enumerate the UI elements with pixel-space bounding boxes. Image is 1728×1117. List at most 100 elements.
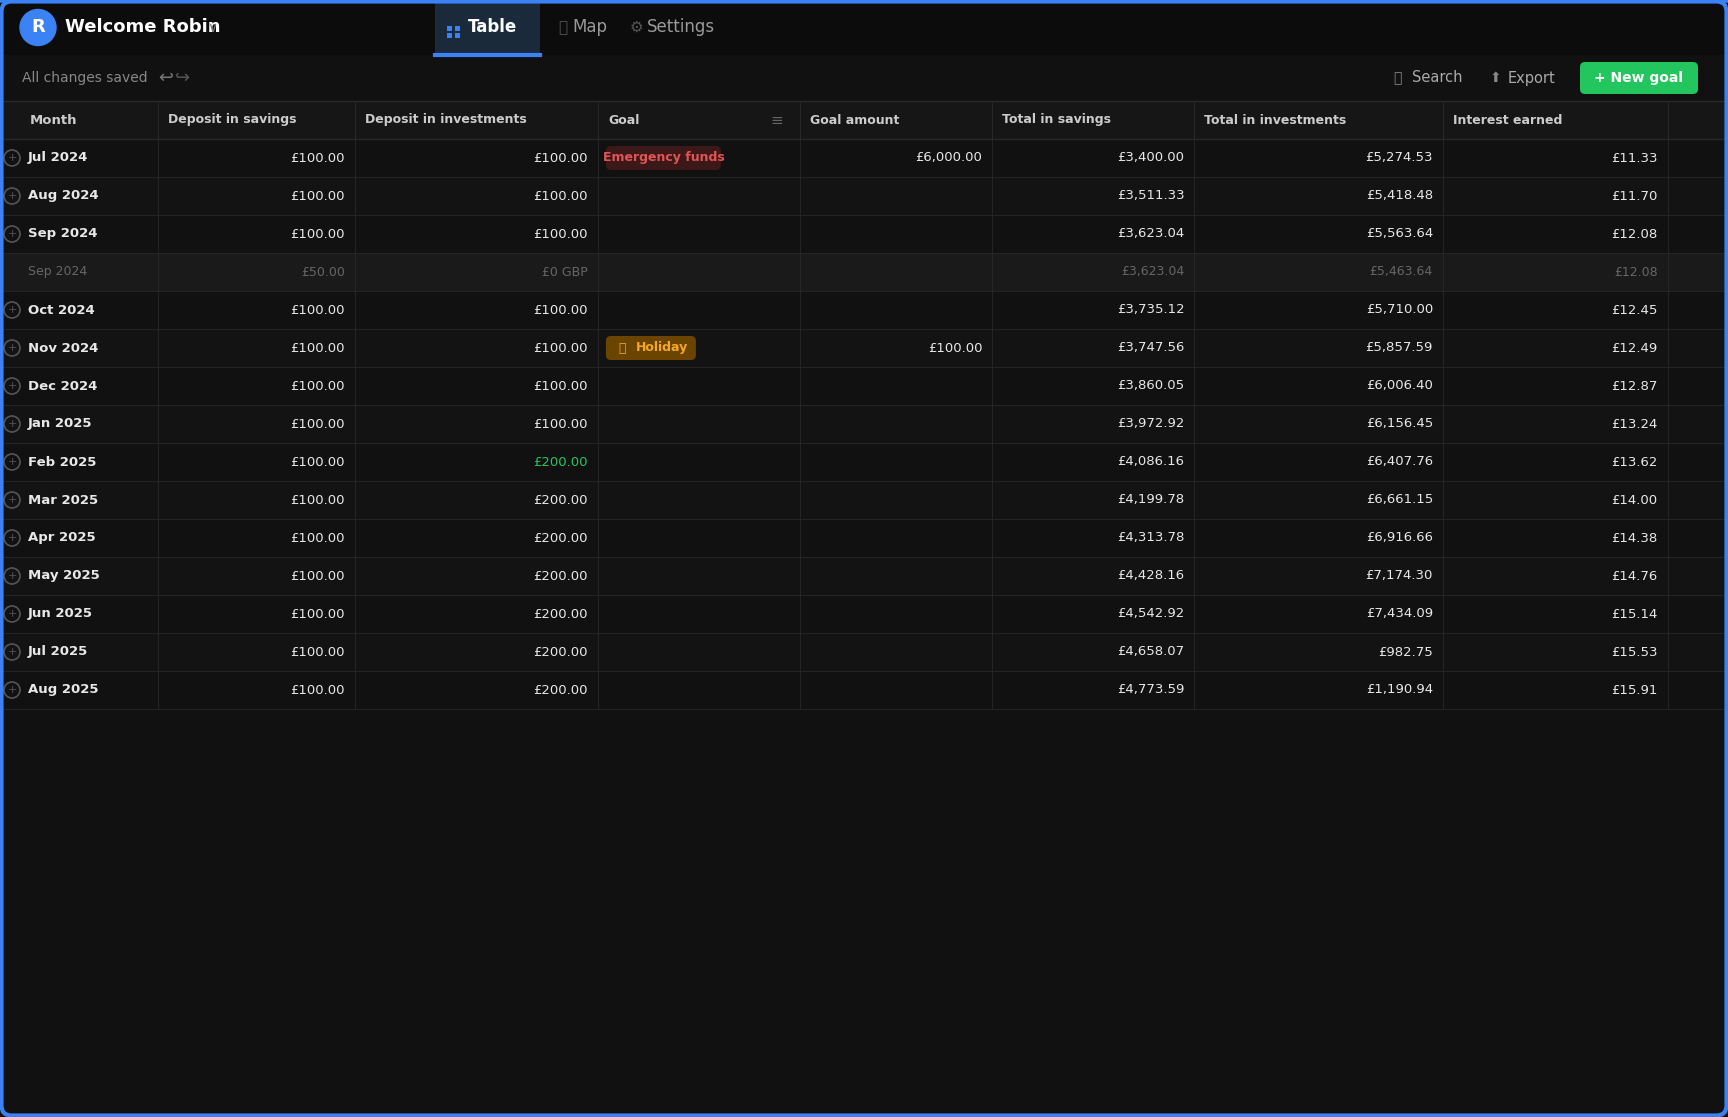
Text: £6,407.76: £6,407.76: [1365, 456, 1433, 468]
Text: £100.00: £100.00: [290, 532, 346, 544]
Text: £3,735.12: £3,735.12: [1116, 304, 1184, 316]
Text: Mar 2025: Mar 2025: [28, 494, 98, 506]
Text: ⚙: ⚙: [631, 20, 643, 35]
Text: Welcome Robin: Welcome Robin: [66, 19, 221, 37]
Text: R: R: [31, 19, 45, 37]
Text: £1,190.94: £1,190.94: [1365, 684, 1433, 697]
Text: Holiday: Holiday: [636, 342, 688, 354]
Text: £100.00: £100.00: [290, 684, 346, 697]
Text: May 2025: May 2025: [28, 570, 100, 582]
Text: £5,710.00: £5,710.00: [1365, 304, 1433, 316]
Text: £100.00: £100.00: [290, 190, 346, 202]
Bar: [0, 214, 1728, 252]
Text: £12.45: £12.45: [1610, 304, 1657, 316]
Text: £13.24: £13.24: [1610, 418, 1657, 430]
Text: £100.00: £100.00: [290, 304, 346, 316]
Text: Export: Export: [1509, 70, 1555, 86]
Text: Apr 2025: Apr 2025: [28, 532, 95, 544]
Text: +: +: [7, 685, 17, 695]
Text: £13.62: £13.62: [1610, 456, 1657, 468]
Text: £15.53: £15.53: [1610, 646, 1657, 659]
Circle shape: [21, 10, 55, 46]
Text: £200.00: £200.00: [534, 570, 588, 582]
Bar: [0, 443, 1728, 481]
Bar: [454, 32, 460, 38]
Text: £100.00: £100.00: [290, 494, 346, 506]
Text: £200.00: £200.00: [534, 646, 588, 659]
Text: Month: Month: [29, 114, 78, 126]
Text: £50.00: £50.00: [301, 266, 346, 278]
Bar: [0, 176, 1728, 214]
Bar: [0, 330, 1728, 367]
Text: £15.14: £15.14: [1610, 608, 1657, 621]
Text: +: +: [7, 191, 17, 201]
Bar: [454, 26, 460, 30]
Bar: [0, 671, 1728, 709]
Text: Map: Map: [572, 19, 607, 37]
Text: £200.00: £200.00: [534, 456, 588, 468]
FancyBboxPatch shape: [607, 336, 696, 360]
Text: £12.87: £12.87: [1610, 380, 1657, 392]
Text: £100.00: £100.00: [534, 380, 588, 392]
Text: £200.00: £200.00: [534, 494, 588, 506]
Text: £12.08: £12.08: [1610, 228, 1657, 240]
Text: £6,916.66: £6,916.66: [1365, 532, 1433, 544]
Text: ⬆: ⬆: [1490, 71, 1502, 85]
Text: Goal: Goal: [608, 114, 639, 126]
Text: £7,434.09: £7,434.09: [1365, 608, 1433, 621]
Bar: [0, 519, 1728, 557]
Text: £100.00: £100.00: [290, 418, 346, 430]
Bar: [0, 101, 1728, 139]
Bar: [0, 481, 1728, 519]
Text: Table: Table: [468, 19, 517, 37]
Text: Deposit in investments: Deposit in investments: [365, 114, 527, 126]
Text: Jun 2025: Jun 2025: [28, 608, 93, 621]
Text: 🔍: 🔍: [1393, 71, 1401, 85]
Text: Interest earned: Interest earned: [1453, 114, 1562, 126]
Text: Jan 2025: Jan 2025: [28, 418, 93, 430]
Text: £100.00: £100.00: [534, 152, 588, 164]
Text: £100.00: £100.00: [290, 570, 346, 582]
Text: ↩: ↩: [157, 69, 173, 87]
Text: £14.76: £14.76: [1610, 570, 1657, 582]
Text: £5,418.48: £5,418.48: [1365, 190, 1433, 202]
Text: £100.00: £100.00: [290, 380, 346, 392]
Text: £100.00: £100.00: [290, 342, 346, 354]
Text: £15.91: £15.91: [1610, 684, 1657, 697]
Text: Deposit in savings: Deposit in savings: [168, 114, 295, 126]
Text: £4,199.78: £4,199.78: [1118, 494, 1184, 506]
Text: ↪: ↪: [175, 69, 190, 87]
Text: Sep 2024: Sep 2024: [28, 228, 97, 240]
Text: Oct 2024: Oct 2024: [28, 304, 95, 316]
Text: +: +: [7, 609, 17, 619]
Text: £12.08: £12.08: [1614, 266, 1657, 278]
Text: £100.00: £100.00: [534, 190, 588, 202]
Text: Total in savings: Total in savings: [1002, 114, 1111, 126]
Text: £12.49: £12.49: [1610, 342, 1657, 354]
Text: 👥: 👥: [619, 342, 626, 354]
Bar: [0, 55, 1728, 101]
Text: £3,623.04: £3,623.04: [1116, 228, 1184, 240]
Text: £5,274.53: £5,274.53: [1365, 152, 1433, 164]
Text: £6,661.15: £6,661.15: [1365, 494, 1433, 506]
FancyBboxPatch shape: [607, 146, 721, 170]
Text: £5,463.64: £5,463.64: [1370, 266, 1433, 278]
Text: £11.33: £11.33: [1610, 152, 1657, 164]
Text: £100.00: £100.00: [290, 152, 346, 164]
Text: Search: Search: [1412, 70, 1462, 86]
Text: Dec 2024: Dec 2024: [28, 380, 97, 392]
Text: +: +: [7, 571, 17, 581]
Text: +: +: [7, 419, 17, 429]
Text: Aug 2025: Aug 2025: [28, 684, 98, 697]
Text: +: +: [7, 343, 17, 353]
Text: £3,623.04: £3,623.04: [1121, 266, 1184, 278]
Text: +: +: [7, 153, 17, 163]
Text: £200.00: £200.00: [534, 532, 588, 544]
Text: Goal amount: Goal amount: [810, 114, 900, 126]
Text: Jul 2024: Jul 2024: [28, 152, 88, 164]
Text: £3,511.33: £3,511.33: [1116, 190, 1184, 202]
Text: Aug 2024: Aug 2024: [28, 190, 98, 202]
Text: All changes saved: All changes saved: [22, 71, 147, 85]
Text: +: +: [7, 457, 17, 467]
Text: + New goal: + New goal: [1595, 71, 1683, 85]
